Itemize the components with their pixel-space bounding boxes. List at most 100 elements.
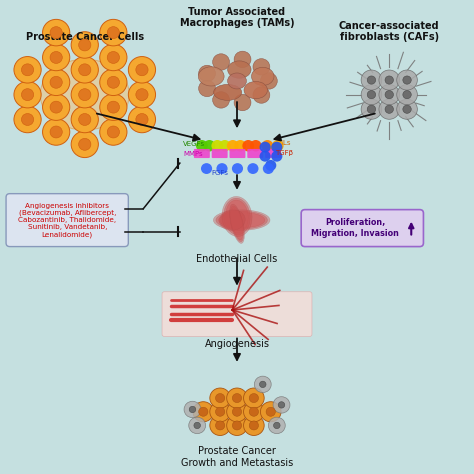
Ellipse shape [214, 84, 242, 100]
Circle shape [50, 76, 62, 88]
Text: TGFβ: TGFβ [275, 150, 293, 156]
Circle shape [79, 114, 91, 126]
Circle shape [210, 388, 230, 408]
Circle shape [128, 56, 155, 83]
Circle shape [50, 126, 62, 138]
Circle shape [361, 84, 382, 105]
Circle shape [271, 142, 283, 153]
Circle shape [136, 64, 148, 76]
Circle shape [107, 126, 119, 138]
Circle shape [259, 381, 266, 388]
Ellipse shape [228, 61, 251, 78]
Circle shape [128, 106, 155, 133]
Ellipse shape [222, 212, 243, 228]
Circle shape [189, 417, 206, 434]
Circle shape [266, 407, 275, 416]
Text: Tumor Associated
Macrophages (TAMs): Tumor Associated Macrophages (TAMs) [180, 7, 294, 28]
Circle shape [211, 140, 223, 152]
Circle shape [213, 91, 229, 108]
Text: Prostate Cancer
Growth and Metastasis: Prostate Cancer Growth and Metastasis [181, 446, 293, 467]
FancyBboxPatch shape [247, 149, 263, 158]
Circle shape [201, 163, 212, 174]
Circle shape [128, 82, 155, 108]
Circle shape [210, 415, 230, 436]
Circle shape [227, 415, 247, 436]
Ellipse shape [222, 196, 252, 237]
Circle shape [43, 19, 70, 46]
Circle shape [107, 101, 119, 113]
Circle shape [227, 388, 247, 408]
Circle shape [385, 105, 393, 113]
Circle shape [210, 401, 230, 422]
Text: Endothelial Cells: Endothelial Cells [196, 255, 278, 264]
Ellipse shape [40, 59, 129, 130]
Circle shape [249, 393, 258, 402]
Circle shape [367, 76, 376, 84]
Text: Proliferation,
Migration, Invasion: Proliferation, Migration, Invasion [311, 219, 399, 238]
Circle shape [100, 44, 127, 71]
Circle shape [397, 84, 417, 105]
FancyBboxPatch shape [301, 210, 423, 246]
Circle shape [263, 163, 274, 174]
Circle shape [216, 393, 225, 402]
Circle shape [397, 70, 417, 90]
FancyBboxPatch shape [162, 292, 312, 337]
Circle shape [234, 94, 251, 111]
Circle shape [14, 56, 41, 83]
Circle shape [265, 160, 276, 171]
Circle shape [379, 70, 400, 90]
Circle shape [14, 82, 41, 108]
Ellipse shape [228, 73, 246, 89]
FancyBboxPatch shape [265, 149, 281, 158]
Circle shape [403, 76, 411, 84]
Circle shape [367, 105, 376, 113]
Circle shape [232, 163, 243, 174]
Circle shape [242, 140, 254, 152]
Circle shape [184, 401, 201, 418]
FancyBboxPatch shape [229, 149, 246, 158]
Circle shape [196, 140, 208, 152]
Circle shape [199, 407, 208, 416]
Text: Prostate Cancer Cells: Prostate Cancer Cells [26, 32, 144, 42]
Ellipse shape [226, 200, 248, 233]
Ellipse shape [231, 208, 243, 240]
Circle shape [79, 138, 91, 150]
Circle shape [260, 142, 271, 153]
Text: Angiogenesis inhibitors
(Bevacizumab, Aflibercept,
Cabozantinib, Thalidomide,
Su: Angiogenesis inhibitors (Bevacizumab, Af… [18, 202, 116, 237]
Circle shape [71, 32, 99, 58]
Circle shape [189, 406, 196, 413]
Circle shape [43, 94, 70, 120]
Circle shape [71, 106, 99, 133]
Text: VEGFs: VEGFs [183, 141, 205, 147]
Circle shape [262, 140, 273, 152]
Ellipse shape [221, 211, 244, 229]
Circle shape [250, 140, 262, 152]
Circle shape [260, 401, 281, 422]
Circle shape [260, 151, 271, 162]
Circle shape [232, 393, 242, 402]
Circle shape [403, 91, 411, 99]
Circle shape [194, 422, 201, 428]
Circle shape [268, 417, 285, 434]
Circle shape [273, 397, 290, 413]
Ellipse shape [244, 82, 267, 99]
Circle shape [100, 19, 127, 46]
Circle shape [253, 59, 270, 75]
Circle shape [71, 131, 99, 157]
Circle shape [199, 65, 216, 82]
Text: MMPs: MMPs [183, 151, 203, 157]
Circle shape [278, 401, 285, 408]
Circle shape [107, 52, 119, 64]
Circle shape [79, 89, 91, 100]
FancyBboxPatch shape [194, 149, 210, 158]
Circle shape [361, 99, 382, 119]
Circle shape [193, 401, 214, 422]
Circle shape [379, 84, 400, 105]
Circle shape [199, 80, 216, 97]
Circle shape [385, 91, 393, 99]
Ellipse shape [213, 210, 270, 230]
Circle shape [100, 118, 127, 145]
Circle shape [227, 140, 239, 152]
Circle shape [244, 415, 264, 436]
Circle shape [219, 140, 231, 152]
